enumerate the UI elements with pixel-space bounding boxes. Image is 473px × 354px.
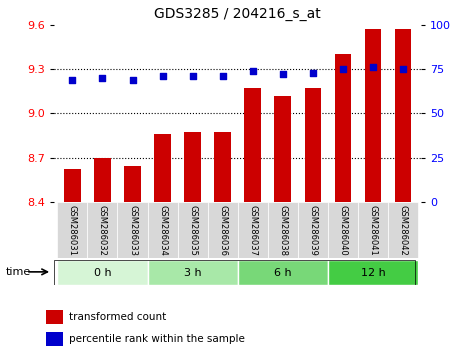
Bar	[57, 202, 88, 258]
Text: 0 h: 0 h	[94, 268, 111, 278]
Bar	[358, 202, 388, 258]
Bar	[328, 260, 418, 285]
Text: GSM286041: GSM286041	[368, 205, 377, 255]
Text: GSM286039: GSM286039	[308, 205, 317, 256]
Bar	[245, 88, 261, 202]
Bar	[184, 132, 201, 202]
Bar	[388, 202, 418, 258]
Bar	[305, 88, 321, 202]
Text: GSM286037: GSM286037	[248, 205, 257, 256]
Point	[399, 66, 407, 72]
Point	[279, 72, 287, 77]
Point	[369, 64, 377, 70]
Bar	[394, 29, 411, 202]
Bar	[208, 202, 238, 258]
Text: percentile rank within the sample: percentile rank within the sample	[69, 334, 245, 344]
Bar	[46, 310, 63, 324]
Text: GSM286036: GSM286036	[218, 205, 227, 256]
Bar	[94, 158, 111, 202]
Text: GSM286033: GSM286033	[128, 205, 137, 256]
Bar	[365, 29, 381, 202]
Text: GSM286034: GSM286034	[158, 205, 167, 256]
Bar	[177, 202, 208, 258]
Text: 6 h: 6 h	[274, 268, 291, 278]
Point	[159, 73, 166, 79]
Text: GSM286035: GSM286035	[188, 205, 197, 256]
Point	[129, 77, 136, 82]
Bar	[268, 202, 298, 258]
Text: GSM286038: GSM286038	[278, 205, 287, 256]
Bar	[298, 202, 328, 258]
Bar	[117, 202, 148, 258]
Title: GDS3285 / 204216_s_at: GDS3285 / 204216_s_at	[154, 7, 321, 21]
Point	[99, 75, 106, 81]
Bar	[148, 202, 177, 258]
Text: transformed count: transformed count	[69, 312, 166, 322]
Bar	[334, 54, 351, 202]
Point	[249, 68, 256, 74]
Text: GSM286040: GSM286040	[338, 205, 347, 255]
Bar	[148, 260, 238, 285]
Point	[309, 70, 316, 75]
Bar	[214, 132, 231, 202]
Bar	[154, 134, 171, 202]
Bar	[46, 332, 63, 346]
Text: 12 h: 12 h	[360, 268, 385, 278]
Text: 3 h: 3 h	[184, 268, 201, 278]
Point	[219, 73, 227, 79]
Bar	[124, 166, 141, 202]
Bar	[88, 202, 117, 258]
Text: GSM286032: GSM286032	[98, 205, 107, 256]
Bar	[238, 260, 328, 285]
Text: GSM286042: GSM286042	[398, 205, 407, 255]
Point	[69, 77, 76, 82]
Bar	[238, 202, 268, 258]
Text: time: time	[6, 267, 31, 277]
Bar	[328, 202, 358, 258]
Point	[339, 66, 347, 72]
Point	[189, 73, 196, 79]
Text: GSM286031: GSM286031	[68, 205, 77, 256]
Bar	[64, 169, 81, 202]
Bar	[57, 260, 148, 285]
Bar	[274, 96, 291, 202]
